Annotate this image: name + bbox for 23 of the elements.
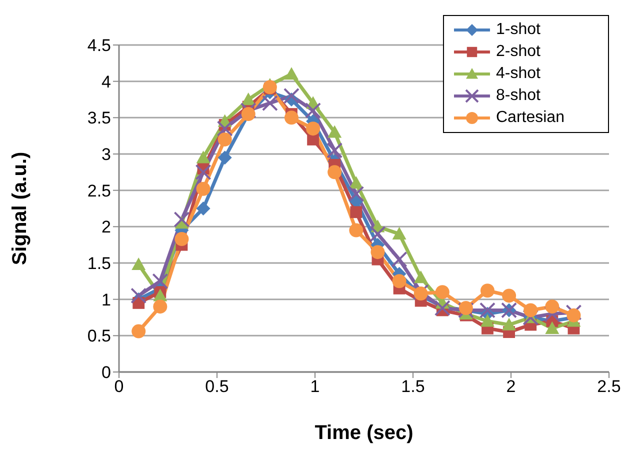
y-tick-label: 3 — [102, 145, 111, 164]
y-tick-label: 2.5 — [87, 181, 111, 200]
y-tick-label: 1 — [102, 290, 111, 310]
legend-label: 4-shot — [496, 65, 540, 83]
x-tick-label: 1.5 — [401, 377, 425, 396]
y-tick-label: 3.5 — [87, 108, 111, 128]
y-tick-label: 4 — [102, 72, 111, 92]
legend-label: Cartesian — [496, 109, 564, 127]
y-tick-label: 1.5 — [87, 254, 111, 274]
y-tick-label: 0 — [102, 363, 111, 382]
legend-label: 1-shot — [496, 21, 540, 39]
y-tick-label: 2 — [102, 218, 111, 237]
x-tick-label: 2.5 — [597, 377, 621, 396]
x-tick-label: 0.5 — [205, 377, 229, 396]
legend-label: 8-shot — [496, 87, 540, 105]
y-tick-label: 0.5 — [87, 326, 111, 346]
y-tick-label: 4.5 — [87, 36, 111, 56]
x-tick-label: 0 — [114, 377, 124, 396]
y-axis-title: Signal (a.u.) — [9, 152, 32, 266]
x-tick-label: 1 — [310, 377, 320, 396]
x-axis-title: Time (sec) — [314, 422, 414, 444]
x-tick-label: 2 — [506, 377, 516, 396]
legend-label: 2-shot — [496, 43, 540, 61]
